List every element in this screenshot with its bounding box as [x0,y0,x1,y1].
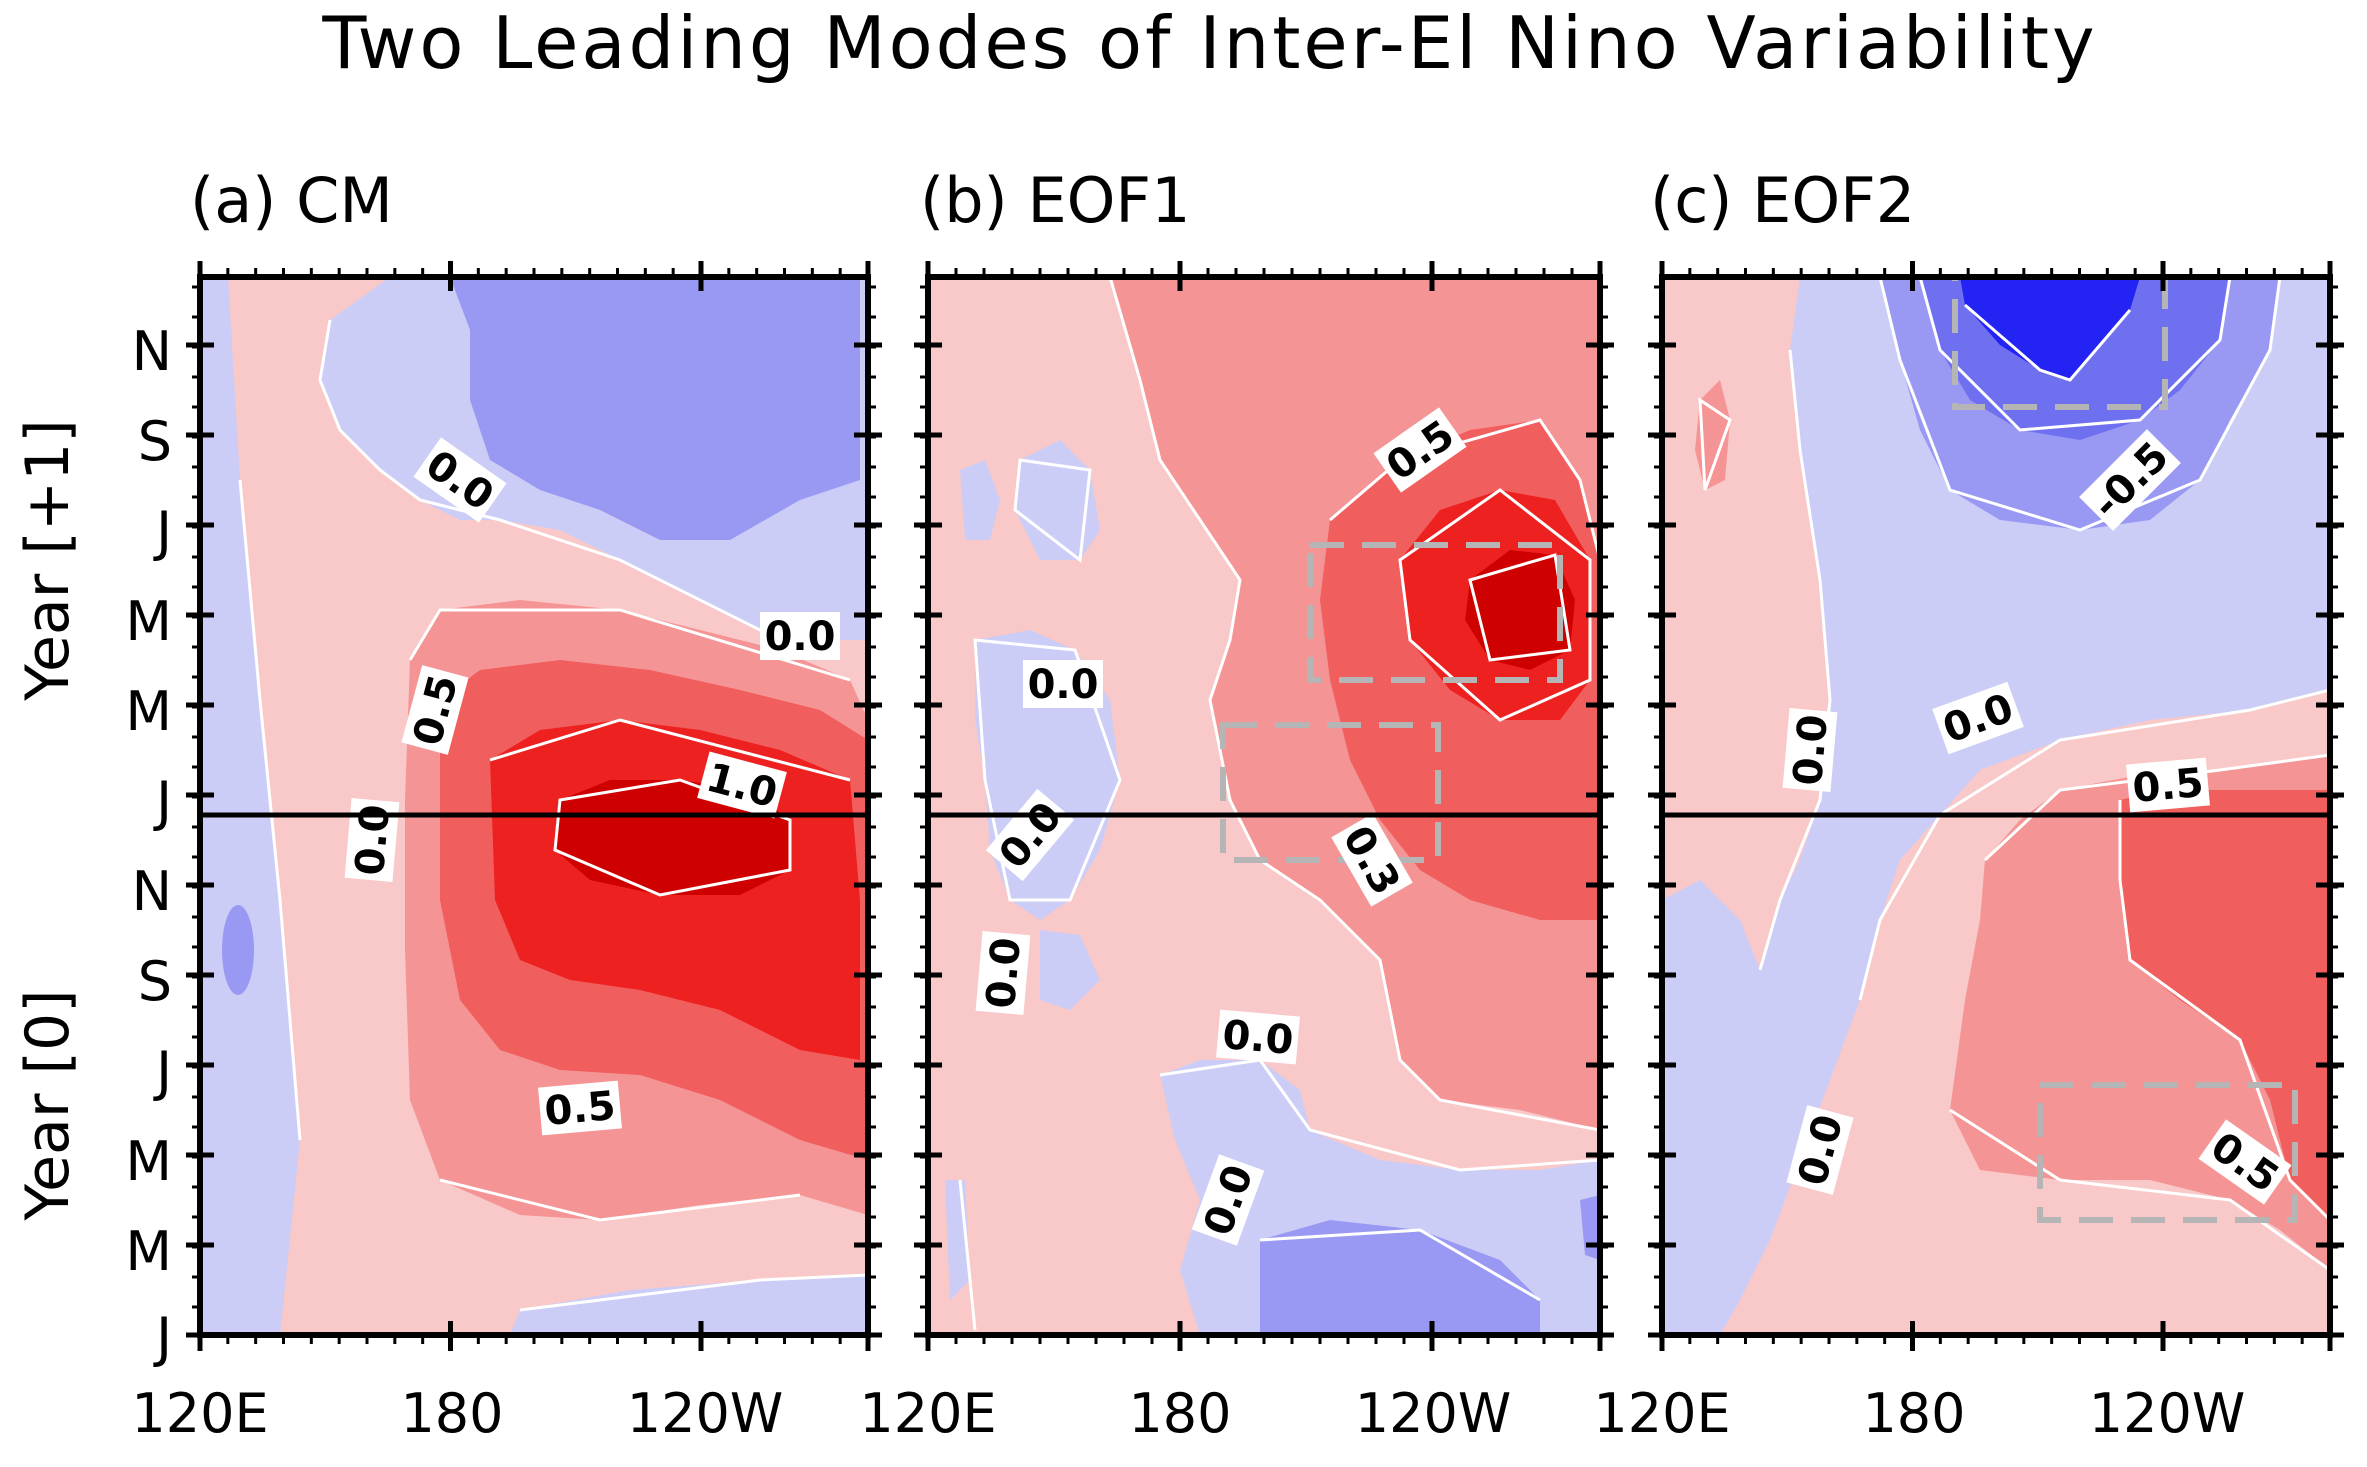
panel-c-neg-east-strip [2300,277,2330,380]
panel-c-pos-2 [2120,790,2330,1220]
panel-a-title: (a) CM [190,164,393,237]
x-tick-c-180: 180 [1862,1382,1965,1445]
y-tick-year1-s: S [138,410,172,473]
y-tick-year0-m2: M [125,1220,172,1283]
panel-a-label-half-south: 0.5 [543,1083,618,1135]
panel-c-boxes [1952,277,2298,1223]
y-tick-year1-j2: J [153,770,172,833]
panel-c-contour-labels: -0.5 0.0 0.0 0.5 0.0 [1782,429,2292,1205]
y-label-lower: Year [0] [13,989,83,1221]
panel-c: (c) EOF2 [1650,164,2333,1338]
panel-c-neg-0 [1662,277,2330,1335]
panel-b-boxes [1220,542,1563,863]
x-tick-a-120e: 120E [131,1382,268,1445]
y-tick-year0-j1: J [153,1040,172,1103]
panel-b-neg-mid-2 [1040,930,1100,1010]
panel-a-neg-west [200,277,300,1335]
panel-a: (a) CM [190,164,871,1338]
panel-a-neg-spot [222,905,254,995]
x-tick-b-120e: 120E [859,1382,996,1445]
x-tick-c-120w: 120W [2089,1382,2245,1445]
y-tick-year0-m1: M [125,1130,172,1193]
panel-b-contours [958,277,1600,1331]
panel-c-box-south [2037,1082,2298,1223]
panel-b-label-zero-lower-west: 0.0 [978,936,1030,1011]
panel-b-neg-west-spot [960,460,1000,540]
panel-a-contours [238,319,868,1312]
panel-b-box-south [1220,722,1441,863]
y-tick-year0-n: N [132,860,172,923]
panel-a-neg-bottom [510,1275,868,1335]
x-tick-c-120e: 120E [1593,1382,1730,1445]
y-tick-year0-j2: J [153,1306,172,1369]
y-tick-year1-n: N [132,320,172,383]
panel-b-neg-west-top [1015,440,1100,560]
panel-b-label-zero-mid: 0.0 [1221,1012,1296,1064]
y-label-upper: Year [+1] [13,419,83,701]
panel-a-pos-4 [555,780,790,895]
panel-c-contours [1698,277,2330,1272]
panel-c-title: (c) EOF2 [1650,164,1915,237]
panel-b-title: (b) EOF1 [920,164,1191,237]
axis-ticks [186,261,2344,1351]
panel-c-neg-3 [1960,277,2140,380]
y-tick-year0-s: S [138,950,172,1013]
x-tick-labels: 120E 180 120W 120E 180 120W 120E 180 120… [131,1382,2245,1445]
panel-b-pos-4 [1465,550,1575,670]
y-tick-year1-m2: M [125,680,172,743]
x-tick-a-120w: 120W [627,1382,783,1445]
panel-a-label-zero-east: 0.0 [765,614,836,660]
panel-b-label-zero-center: 0.0 [1028,662,1099,708]
y-tick-labels: N S J M M J N S J M M J [125,320,172,1369]
panel-a-neg-top-core [450,277,860,540]
x-tick-a-180: 180 [400,1382,503,1445]
panel-b: (b) EOF1 [920,164,1603,1338]
panel-b-box-north [1307,542,1563,683]
panel-c-label-half-top: 0.5 [2131,760,2206,812]
panel-c-box-north [1952,277,2168,410]
y-tick-year1-m1: M [125,590,172,653]
x-tick-b-180: 180 [1128,1382,1231,1445]
y-tick-year1-j1: J [153,500,172,563]
panel-c-label-zero-west: 0.0 [1785,713,1837,788]
figure-title: Two Leading Modes of Inter-El Nino Varia… [321,1,2097,85]
panel-b-neg-south-core [1260,1220,1540,1335]
x-tick-b-120w: 120W [1355,1382,1511,1445]
